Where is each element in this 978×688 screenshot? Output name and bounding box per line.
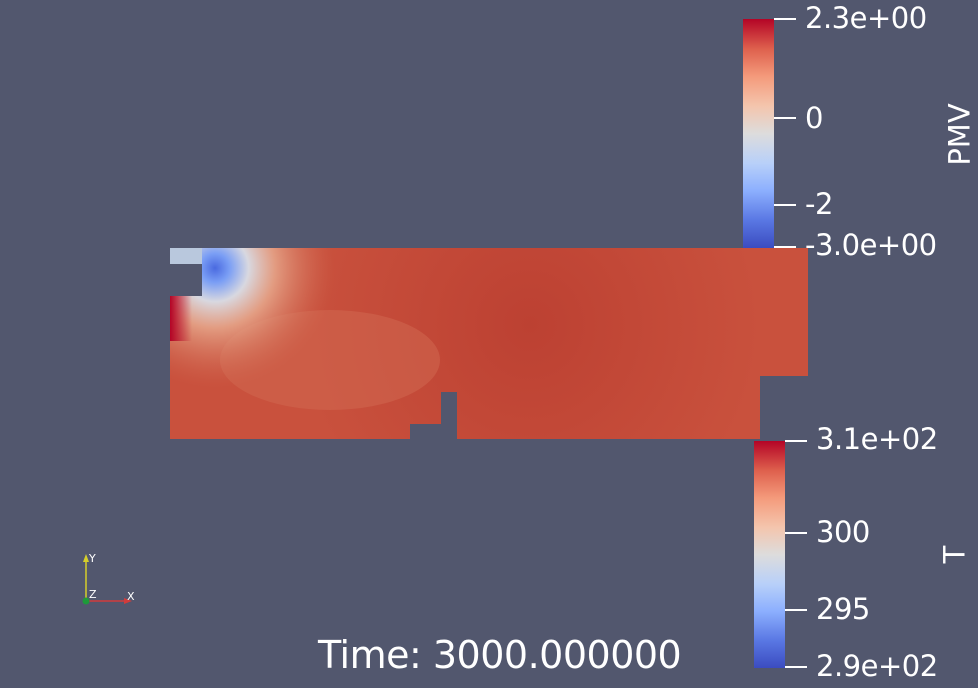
t-colorbar-gradient — [754, 441, 785, 668]
y-axis-label: Y — [89, 552, 96, 565]
t-label-max: 3.1e+02 — [816, 422, 938, 456]
pmv-colorbar — [743, 19, 774, 248]
t-label-min: 2.9e+02 — [816, 649, 938, 683]
x-axis-arrow — [124, 598, 132, 604]
pmv-tick-low — [774, 204, 796, 206]
t-colorbar — [754, 441, 785, 668]
t-tick-min — [785, 666, 807, 668]
x-axis-label: X — [127, 590, 135, 603]
pmv-tick-max — [774, 18, 796, 20]
pmv-label-min: -3.0e+00 — [805, 228, 937, 262]
t-label-mid: 300 — [816, 515, 870, 549]
pmv-colorbar-gradient — [743, 19, 774, 248]
pmv-label-low: -2 — [805, 187, 833, 221]
pmv-colorbar-title: PMV — [942, 103, 977, 166]
z-axis-dot — [82, 597, 90, 605]
pmv-tick-min — [774, 246, 796, 248]
t-colorbar-title: T — [937, 545, 972, 564]
t-tick-mid — [785, 532, 807, 534]
orientation-axes — [82, 554, 132, 605]
pmv-label-max: 2.3e+00 — [805, 1, 927, 35]
z-axis-label: Z — [89, 588, 97, 601]
pmv-field-slice — [170, 248, 808, 439]
t-label-low: 295 — [816, 592, 870, 626]
t-tick-low — [785, 609, 807, 611]
y-axis-arrow — [83, 554, 89, 562]
t-tick-max — [785, 440, 807, 442]
pmv-tick-mid — [774, 117, 796, 119]
time-annotation: Time: 3000.000000 — [318, 633, 682, 677]
pmv-label-mid: 0 — [805, 101, 823, 135]
